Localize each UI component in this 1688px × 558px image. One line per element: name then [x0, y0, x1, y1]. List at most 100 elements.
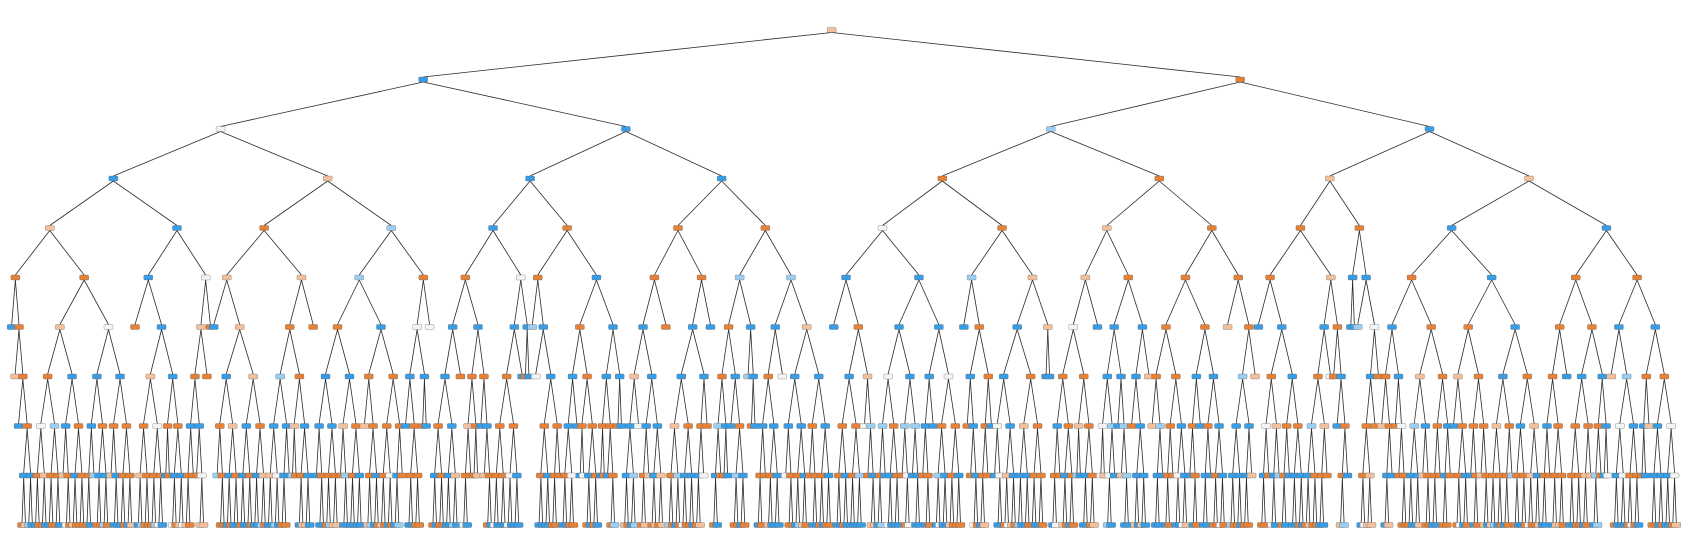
tree-split-node	[1453, 373, 1463, 380]
tree-edge	[23, 477, 26, 523]
tree-edge	[721, 378, 727, 424]
tree-edge	[225, 378, 234, 424]
tree-edge	[1085, 477, 1088, 523]
tree-edge	[1050, 81, 1241, 127]
tree-split-node	[1571, 274, 1581, 281]
tree-edge	[1492, 477, 1496, 523]
tree-edge	[120, 477, 124, 523]
tree-split-node	[1052, 423, 1062, 429]
tree-edge	[352, 477, 355, 523]
tree-split-node	[1190, 472, 1200, 479]
tree-edge	[1653, 428, 1658, 474]
tree-edge	[942, 477, 946, 523]
tree-edge	[617, 378, 621, 424]
tree-edge	[879, 477, 883, 523]
tree-leaf-node	[414, 522, 424, 528]
tree-edge	[894, 477, 898, 523]
tree-edge	[205, 279, 211, 325]
tree-edge	[1614, 477, 1617, 523]
tree-edge	[1088, 428, 1093, 474]
tree-leaf-node	[1246, 472, 1257, 479]
tree-edge	[757, 477, 761, 523]
tree-edge	[102, 428, 107, 474]
tree-edge	[1056, 428, 1061, 474]
tree-edge	[535, 329, 544, 375]
tree-edge	[1667, 477, 1670, 523]
tree-edge	[788, 477, 792, 523]
tree-edge	[1195, 329, 1206, 375]
tree-edge	[88, 428, 92, 474]
tree-edge	[464, 230, 494, 276]
tree-edge	[1521, 477, 1525, 523]
tree-edge	[1265, 428, 1270, 474]
tree-split-node	[937, 175, 947, 182]
tree-leaf-node	[740, 522, 750, 528]
tree-edge	[750, 329, 754, 375]
tree-split-node	[303, 472, 313, 479]
tree-edge	[115, 477, 119, 523]
tree-edge	[1189, 428, 1193, 474]
tree-edge	[1514, 477, 1518, 523]
tree-split-node	[516, 274, 526, 281]
tree-edge	[692, 329, 705, 375]
tree-edge	[917, 477, 920, 523]
tree-edge	[422, 378, 425, 424]
tree-edge	[1645, 329, 1656, 375]
tree-split-node	[1079, 373, 1089, 380]
tree-split-node	[1601, 225, 1612, 231]
tree-edge	[1362, 477, 1366, 523]
tree-edge	[1530, 428, 1535, 474]
tree-edge	[1300, 180, 1331, 226]
tree-edge	[1062, 329, 1074, 375]
tree-leaf-node	[1383, 522, 1394, 528]
tree-edge	[1220, 477, 1223, 523]
tree-split-node	[883, 373, 893, 380]
tree-edge	[1561, 477, 1564, 523]
tree-edge	[924, 428, 929, 474]
tree-edge	[538, 477, 542, 523]
tree-edge	[1591, 329, 1603, 375]
tree-split-node	[1473, 373, 1484, 380]
tree-edge	[448, 428, 453, 474]
tree-split-node	[447, 423, 457, 429]
tree-edge	[1492, 428, 1497, 474]
tree-edge	[96, 378, 103, 424]
tree-edge	[423, 32, 832, 78]
tree-edge	[1457, 378, 1463, 424]
tree-edge	[509, 428, 514, 474]
tree-edge	[113, 180, 178, 226]
tree-split-node	[1277, 324, 1287, 330]
tree-edge	[368, 329, 382, 375]
tree-split-node	[386, 225, 396, 231]
tree-edge	[1175, 378, 1182, 424]
tree-edge	[126, 428, 131, 474]
tree-leaf-node	[209, 324, 219, 330]
tree-edge	[1463, 477, 1467, 523]
tree-edge	[579, 428, 583, 474]
tree-edge	[1447, 428, 1451, 474]
tree-edge	[1391, 279, 1412, 325]
tree-split-node	[699, 373, 709, 380]
tree-edge	[321, 477, 324, 523]
tree-edge	[328, 477, 331, 523]
tree-edge	[1362, 428, 1367, 474]
tree-edge	[677, 477, 680, 523]
tree-split-node	[1191, 373, 1202, 380]
tree-edge	[1483, 428, 1487, 474]
tree-edge	[23, 428, 28, 474]
tree-edge	[273, 428, 278, 474]
tree-split-node	[55, 324, 65, 330]
tree-split-node	[587, 423, 597, 429]
tree-edge	[1467, 279, 1493, 325]
tree-split-node	[190, 373, 200, 380]
tree-edge	[276, 477, 280, 523]
tree-edge	[352, 428, 357, 474]
tree-leaf-node	[1449, 423, 1459, 429]
tree-edge	[1269, 279, 1283, 325]
tree-edge	[1663, 378, 1672, 424]
tree-edge	[487, 477, 490, 523]
tree-split-node	[18, 373, 28, 380]
tree-edge	[1091, 477, 1095, 523]
tree-split-node	[900, 423, 910, 429]
tree-split-node	[1261, 423, 1271, 429]
